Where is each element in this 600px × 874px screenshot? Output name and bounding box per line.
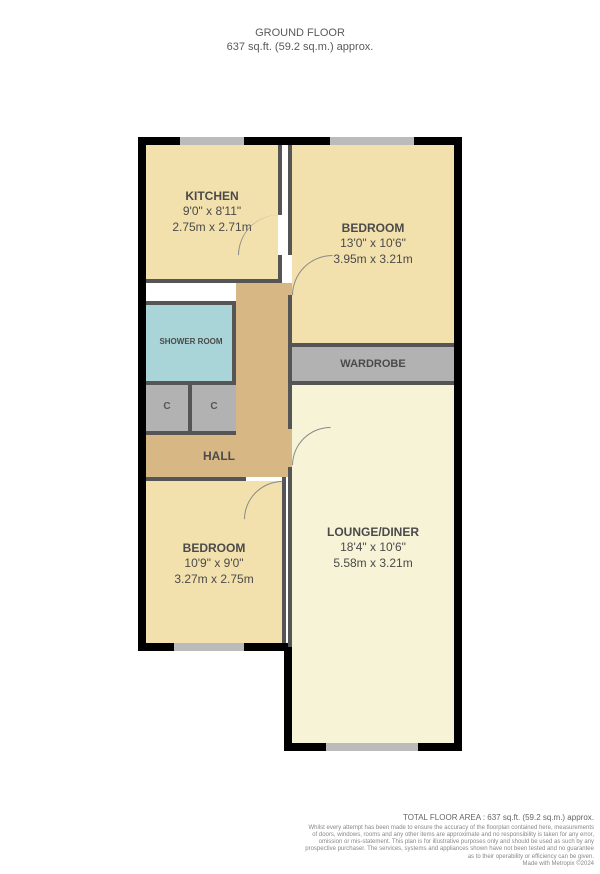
wall bbox=[288, 467, 292, 647]
closet-left-label: C bbox=[146, 401, 188, 412]
footer-disclaimer-4: prospective purchaser. The services, sys… bbox=[0, 846, 594, 853]
wall bbox=[138, 137, 146, 651]
window bbox=[180, 137, 244, 145]
bedroom1-dims-imp: 13'0" x 10'6" bbox=[340, 236, 406, 250]
header: GROUND FLOOR 637 sq.ft. (59.2 sq.m.) app… bbox=[0, 0, 600, 55]
shower-name: SHOWER ROOM bbox=[159, 337, 222, 346]
wardrobe-label: WARDROBE bbox=[292, 357, 454, 371]
floor-plan: KITCHEN 9'0" x 8'11" 2.75m x 2.71m BEDRO… bbox=[0, 55, 600, 815]
hall-label: HALL bbox=[146, 449, 292, 465]
wall bbox=[146, 301, 236, 305]
header-title: GROUND FLOOR bbox=[0, 26, 600, 40]
footer-disclaimer-1: Whilst every attempt has been made to en… bbox=[0, 825, 594, 832]
room-hall-upper bbox=[236, 283, 292, 435]
wall bbox=[282, 477, 286, 643]
lounge-dims-imp: 18'4" x 10'6" bbox=[340, 540, 406, 554]
kitchen-dims-m: 2.75m x 2.71m bbox=[172, 220, 251, 234]
room-kitchen: KITCHEN 9'0" x 8'11" 2.75m x 2.71m bbox=[146, 145, 278, 279]
room-hall-lower: HALL bbox=[146, 435, 292, 477]
room-shower: SHOWER ROOM bbox=[146, 305, 236, 381]
room-bedroom1: BEDROOM 13'0" x 10'6" 3.95m x 3.21m bbox=[292, 145, 454, 343]
wardrobe-name: WARDROBE bbox=[340, 358, 405, 370]
footer-disclaimer-2: of doors, windows, rooms and any other i… bbox=[0, 832, 594, 839]
wall bbox=[146, 477, 246, 481]
shower-label: SHOWER ROOM bbox=[146, 337, 236, 347]
wall bbox=[236, 431, 288, 435]
window bbox=[326, 743, 418, 751]
wall bbox=[146, 279, 282, 283]
room-closet-right: C bbox=[192, 385, 236, 431]
window bbox=[330, 137, 414, 145]
window bbox=[174, 643, 244, 651]
footer-area: TOTAL FLOOR AREA : 637 sq.ft. (59.2 sq.m… bbox=[0, 813, 594, 823]
wall bbox=[232, 301, 236, 385]
lounge-dims-m: 5.58m x 3.21m bbox=[333, 556, 412, 570]
footer-disclaimer-5: as to their operability or efficiency ca… bbox=[0, 854, 594, 861]
bedroom1-name: BEDROOM bbox=[342, 221, 405, 235]
bedroom2-label: BEDROOM 10'9" x 9'0" 3.27m x 2.75m bbox=[146, 541, 282, 588]
kitchen-dims-imp: 9'0" x 8'11" bbox=[183, 204, 241, 218]
footer: TOTAL FLOOR AREA : 637 sq.ft. (59.2 sq.m… bbox=[0, 813, 594, 868]
wall bbox=[146, 431, 236, 435]
footer-disclaimer-3: omission or mis-statement. This plan is … bbox=[0, 839, 594, 846]
wall bbox=[292, 343, 454, 347]
wall bbox=[188, 385, 192, 431]
room-closet-left: C bbox=[146, 385, 188, 431]
wall bbox=[288, 295, 292, 385]
kitchen-name: KITCHEN bbox=[185, 189, 238, 203]
wall bbox=[454, 137, 462, 751]
lounge-name: LOUNGE/DINER bbox=[327, 525, 419, 539]
wall bbox=[284, 643, 292, 751]
bedroom2-dims-imp: 10'9" x 9'0" bbox=[184, 556, 243, 570]
wall bbox=[278, 145, 282, 215]
wall bbox=[288, 385, 292, 429]
closet-right-label: C bbox=[192, 401, 236, 412]
room-wardrobe: WARDROBE bbox=[292, 347, 454, 381]
wall bbox=[292, 381, 454, 385]
bedroom1-dims-m: 3.95m x 3.21m bbox=[333, 252, 412, 266]
hall-name: HALL bbox=[203, 449, 235, 463]
footer-credit: Made with Metropix ©2024 bbox=[0, 861, 594, 868]
bedroom2-dims-m: 3.27m x 2.75m bbox=[174, 572, 253, 586]
header-subtitle: 637 sq.ft. (59.2 sq.m.) approx. bbox=[0, 40, 600, 54]
bedroom2-name: BEDROOM bbox=[183, 541, 246, 555]
lounge-label: LOUNGE/DINER 18'4" x 10'6" 5.58m x 3.21m bbox=[292, 525, 454, 572]
wall bbox=[288, 145, 292, 255]
